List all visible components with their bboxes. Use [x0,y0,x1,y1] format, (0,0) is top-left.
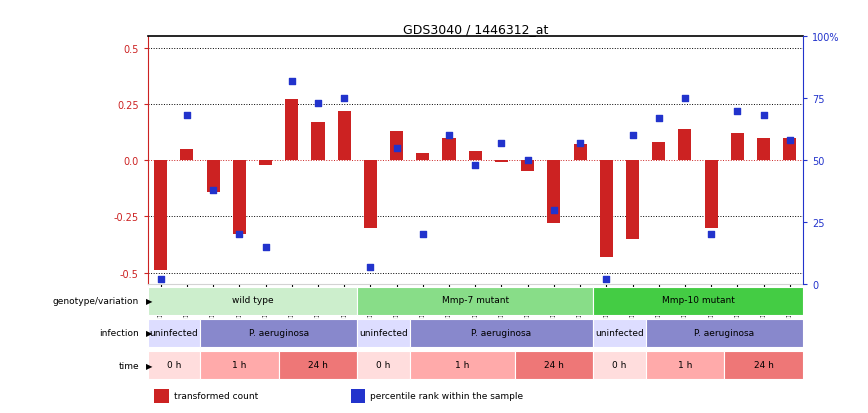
Bar [731,134,744,161]
Bar [200,351,279,379]
Bar [155,161,168,271]
Bar [652,143,665,161]
Point [364,263,378,270]
Bar [233,161,246,235]
Bar [593,319,646,347]
Bar [351,389,365,404]
Bar [338,111,351,161]
Point [469,162,483,169]
Text: 1 h: 1 h [455,360,470,369]
Point [442,133,456,139]
Point [416,231,430,238]
Text: transformed count: transformed count [174,391,258,400]
Bar [358,319,410,347]
Bar [390,131,403,161]
Point [704,231,718,238]
Bar [417,154,430,161]
Bar [469,152,482,161]
Point [573,140,587,147]
Point [311,100,325,107]
Title: GDS3040 / 1446312_at: GDS3040 / 1446312_at [403,23,548,36]
Text: 1 h: 1 h [678,360,692,369]
Text: infection: infection [99,329,139,337]
Text: Mmp-7 mutant: Mmp-7 mutant [442,296,509,305]
Bar [724,351,803,379]
Bar [358,351,410,379]
Bar [626,161,639,239]
Text: ▶: ▶ [146,297,152,305]
Bar [679,129,692,161]
Point [547,207,561,214]
Text: 0 h: 0 h [377,360,391,369]
Text: P. aeruginosa: P. aeruginosa [471,328,531,337]
Bar [515,351,593,379]
Point [285,78,299,85]
Point [207,187,220,194]
Bar [757,138,770,161]
Bar [364,161,377,228]
Point [783,138,797,144]
Point [180,113,194,119]
Bar [181,150,194,161]
Bar [600,161,613,257]
Point [521,157,535,164]
Bar [148,351,200,379]
Text: percentile rank within the sample: percentile rank within the sample [371,391,523,400]
Bar [783,138,796,161]
Text: 1 h: 1 h [232,360,247,369]
Point [233,231,247,238]
Point [259,244,273,250]
Bar [279,351,358,379]
Text: uninfected: uninfected [595,328,644,337]
Text: P. aeruginosa: P. aeruginosa [694,328,754,337]
Bar [574,145,587,161]
Bar [155,389,168,404]
Bar [548,161,561,223]
Text: 24 h: 24 h [308,360,328,369]
Point [600,276,614,282]
Point [626,133,640,139]
Bar [495,161,508,163]
Point [757,113,771,119]
Point [678,95,692,102]
Bar [358,287,593,315]
Bar [410,351,515,379]
Text: P. aeruginosa: P. aeruginosa [248,328,309,337]
Bar [312,123,325,161]
Bar [646,319,803,347]
Bar [443,138,456,161]
Text: 24 h: 24 h [544,360,564,369]
Text: 24 h: 24 h [753,360,773,369]
Bar [207,161,220,192]
Bar [200,319,358,347]
Point [731,108,745,114]
Text: Mmp-10 mutant: Mmp-10 mutant [661,296,734,305]
Point [652,115,666,122]
Bar [148,319,200,347]
Bar [286,100,299,161]
Point [390,145,404,152]
Point [495,140,509,147]
Bar [646,351,724,379]
Bar [593,351,646,379]
Bar [705,161,718,228]
Text: 0 h: 0 h [612,360,627,369]
Text: genotype/variation: genotype/variation [53,297,139,305]
Text: 0 h: 0 h [167,360,181,369]
Text: ▶: ▶ [146,329,152,337]
Text: ▶: ▶ [146,361,152,370]
Bar [593,287,803,315]
Bar [148,287,358,315]
Text: uninfected: uninfected [149,328,198,337]
Point [154,276,168,282]
Text: uninfected: uninfected [359,328,408,337]
Text: time: time [118,361,139,370]
Bar [410,319,593,347]
Point [337,95,351,102]
Text: wild type: wild type [232,296,273,305]
Bar [521,161,534,172]
Bar [259,161,272,165]
